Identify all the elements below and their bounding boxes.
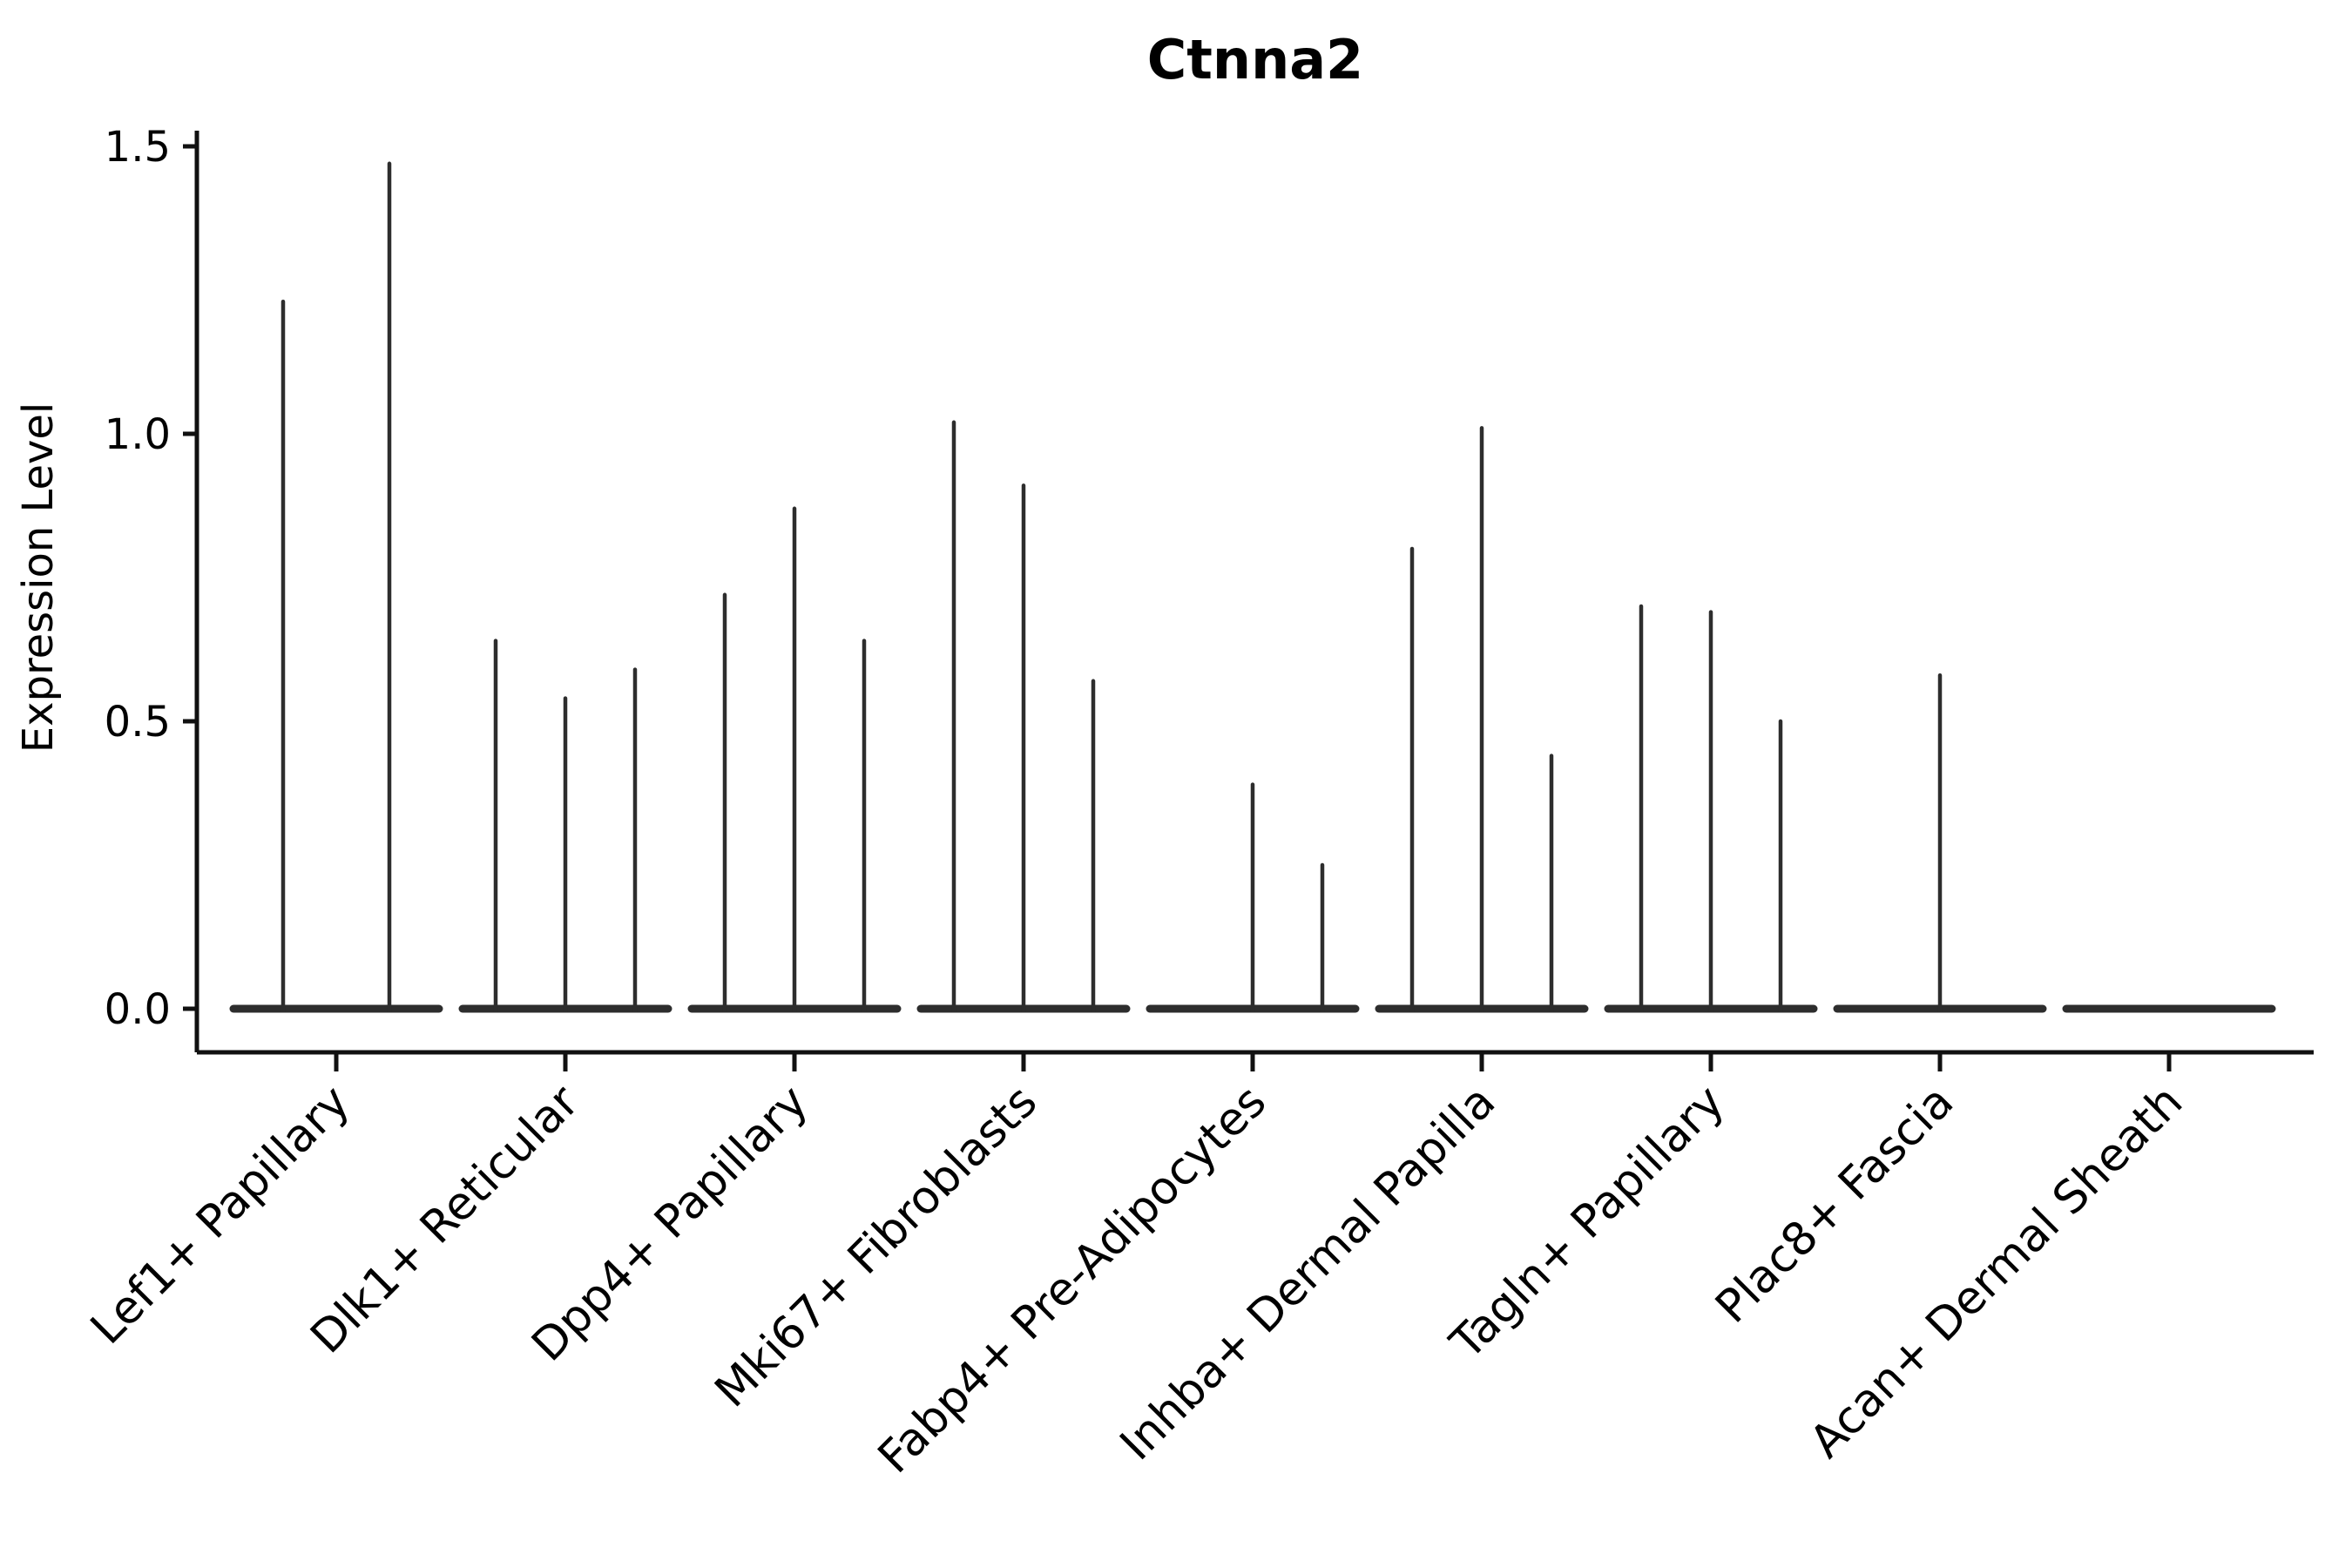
x-tick-label: Inhba+ Dermal Papilla	[1111, 1076, 1505, 1470]
violin-group	[916, 420, 1131, 1013]
y-axis: 0.0 0.5 1.0 1.5	[105, 123, 197, 1034]
chart-title: Ctnna2	[1147, 28, 1363, 91]
y-tick-label: 1.5	[105, 123, 171, 172]
violin-group	[687, 506, 902, 1013]
violin-group	[229, 161, 443, 1013]
violins-layer	[229, 161, 2276, 1013]
violin-group	[1146, 782, 1360, 1013]
x-tick-label: Fabp4+ Pre-Adipocytes	[868, 1076, 1276, 1484]
y-tick-label: 1.0	[105, 410, 171, 459]
x-tick-label: Acan+ Dermal Sheath	[1801, 1076, 2193, 1469]
violin-group	[1833, 672, 2047, 1013]
axes-spines	[194, 131, 2314, 1055]
violin-group	[1375, 426, 1589, 1013]
x-tick-label: Plac8+ Fascia	[1706, 1076, 1963, 1334]
violin-group	[458, 639, 672, 1013]
y-tick-label: 0.5	[105, 698, 171, 747]
violin-group	[1604, 604, 1818, 1013]
y-axis-label: Expression Level	[14, 402, 63, 754]
y-tick-label: 0.0	[105, 985, 171, 1034]
